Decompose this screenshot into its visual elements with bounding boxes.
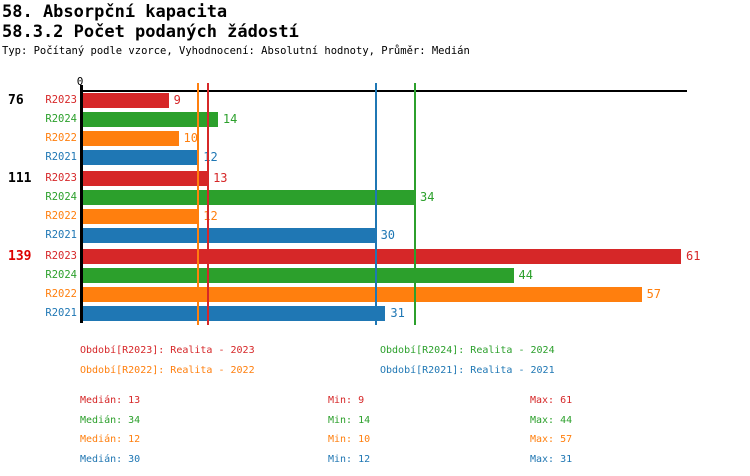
bar-R2021 — [80, 306, 386, 321]
series-label-R2024: R2024 — [45, 113, 77, 125]
legend-item-R2022: Období[R2022]: Realita - 2022 — [80, 365, 255, 376]
bar-value-label: 57 — [646, 287, 662, 301]
bar-R2024 — [80, 268, 514, 283]
series-label-R2021: R2021 — [45, 229, 77, 241]
stat-median-R2021: Medián: 30 — [80, 453, 141, 465]
bar-value-label: 13 — [213, 171, 228, 185]
chart-meta-line: Typ: Počítaný podle vzorce, Vyhodnocení:… — [2, 45, 470, 57]
series-label-R2022: R2022 — [45, 132, 77, 144]
page-subtitle: 58.3.2 Počet podaných žádostí — [2, 22, 299, 42]
bar-value-label: 30 — [380, 228, 396, 242]
median-line-R2021 — [374, 83, 377, 325]
median-line-R2024 — [413, 83, 416, 325]
stat-min-R2021: Min: 12 — [328, 453, 371, 465]
x-axis-zero-label: 0 — [76, 75, 84, 88]
stat-max-R2021: Max: 31 — [530, 453, 573, 465]
y-axis-line — [80, 85, 83, 323]
bar-value-label: 44 — [518, 268, 533, 282]
series-label-R2023: R2023 — [45, 172, 77, 184]
legend-item-R2023: Období[R2023]: Realita - 2023 — [80, 345, 255, 356]
bar-value-label: 10 — [183, 131, 198, 145]
stat-median-R2024: Medián: 34 — [80, 414, 141, 426]
median-line-R2023 — [207, 83, 210, 325]
bar-R2024 — [80, 190, 415, 205]
x-axis-line — [80, 90, 687, 92]
bar-value-label: 9 — [173, 93, 181, 107]
legend-item-R2021: Období[R2021]: Realita - 2021 — [380, 365, 555, 376]
stat-max-R2024: Max: 44 — [530, 414, 573, 426]
stat-min-R2024: Min: 14 — [328, 414, 371, 426]
group-label: 139 — [8, 249, 32, 264]
stat-min-R2022: Min: 10 — [328, 434, 371, 445]
series-label-R2023: R2023 — [45, 250, 77, 262]
series-label-R2022: R2022 — [45, 210, 77, 222]
bar-R2023 — [80, 171, 209, 186]
stat-max-R2023: Max: 61 — [530, 395, 573, 406]
bar-R2022 — [80, 209, 199, 224]
stat-min-R2023: Min: 9 — [328, 395, 365, 406]
bar-value-label: 34 — [419, 190, 435, 204]
legend-item-R2024: Období[R2024]: Realita - 2024 — [380, 345, 555, 356]
bar-R2021 — [80, 150, 199, 165]
series-label-R2022: R2022 — [45, 288, 77, 300]
bar-value-label: 12 — [203, 209, 218, 223]
bar-R2022 — [80, 287, 642, 302]
bar-value-label: 14 — [222, 112, 238, 126]
bar-R2023 — [80, 249, 681, 264]
stat-median-R2023: Medián: 13 — [80, 395, 141, 406]
stat-median-R2022: Medián: 12 — [80, 434, 141, 445]
series-label-R2024: R2024 — [45, 191, 77, 203]
bar-value-label: 31 — [390, 306, 405, 320]
median-line-R2022 — [197, 83, 200, 325]
bar-R2021 — [80, 228, 376, 243]
bar-R2022 — [80, 131, 179, 146]
stat-max-R2022: Max: 57 — [530, 434, 573, 445]
series-label-R2024: R2024 — [45, 269, 77, 281]
bar-value-label: 12 — [203, 150, 218, 164]
bar-value-label: 61 — [686, 249, 701, 263]
group-label: 111 — [8, 171, 32, 186]
series-label-R2021: R2021 — [45, 151, 77, 163]
bar-R2023 — [80, 93, 169, 108]
group-label: 76 — [8, 93, 24, 108]
series-label-R2021: R2021 — [45, 307, 77, 319]
page-title: 58. Absorpční kapacita — [2, 2, 228, 22]
bar-R2024 — [80, 112, 218, 127]
series-label-R2023: R2023 — [45, 94, 77, 106]
